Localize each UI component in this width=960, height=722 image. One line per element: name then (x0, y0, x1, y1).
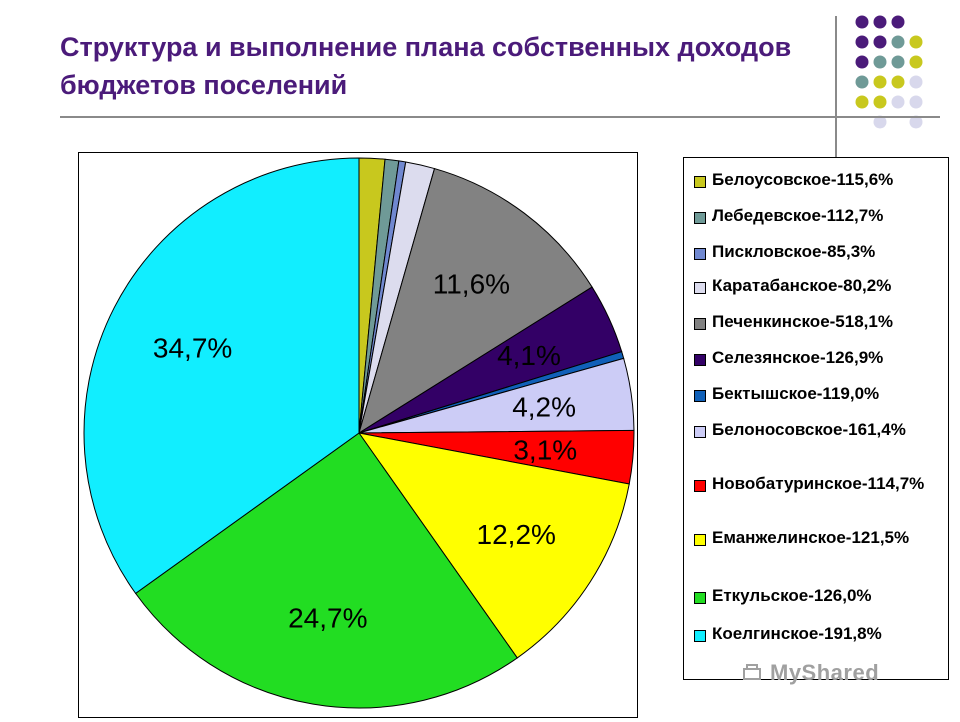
decor-dot (891, 75, 905, 89)
legend-swatch (694, 282, 706, 294)
decor-dot (909, 55, 923, 69)
pie-chart: 11,6% 4,1% 4,2% 3,1% 12,2% 24,7% 34,7% (83, 157, 635, 709)
data-label: 4,2% (512, 391, 576, 422)
decor-dot (855, 75, 869, 89)
legend-swatch (694, 630, 706, 642)
data-label: 11,6% (433, 269, 510, 300)
pie-slice (358, 167, 593, 435)
data-label: 12,2% (477, 519, 556, 550)
legend-swatch (694, 318, 706, 330)
decor-dot (873, 55, 887, 69)
legend-swatch (694, 534, 706, 546)
legend-label: Пискловское-85,3% (712, 242, 876, 261)
decor-dot (909, 35, 923, 49)
decor-dot (891, 15, 905, 29)
decor-dot (873, 95, 887, 109)
plot-area: 11,6% 4,1% 4,2% 3,1% 12,2% 24,7% 34,7% (78, 152, 638, 718)
legend-label: Коелгинское-191,8% (712, 624, 882, 643)
pie-slice (83, 157, 360, 595)
legend-swatch (694, 426, 706, 438)
decor-dot (909, 95, 923, 109)
data-label: 3,1% (513, 435, 577, 466)
legend-swatch (694, 592, 706, 604)
legend-label: Лебедевское-112,7% (712, 206, 884, 225)
legend-label: Печенкинское-518,1% (712, 312, 893, 331)
data-label: 24,7% (288, 602, 367, 633)
decor-dot (909, 115, 923, 129)
decor-dot (873, 35, 887, 49)
legend-swatch (694, 176, 706, 188)
legend-label: Белоусовское-115,6% (712, 170, 894, 189)
data-label: 34,7% (153, 333, 232, 364)
legend-label: Еманжелинское-121,5% (712, 528, 910, 547)
decor-dot (855, 95, 869, 109)
watermark-text: MyShared (770, 660, 880, 685)
legend-label: Белоносовское-161,4% (712, 420, 906, 439)
decor-dot (873, 75, 887, 89)
decor-dot (891, 55, 905, 69)
legend-label: Еткульское-126,0% (712, 586, 872, 605)
legend-label: Бектышское-119,0% (712, 384, 880, 403)
data-label: 4,1% (497, 340, 561, 371)
legend: Белоусовское-115,6% Лебедевское-112,7% Пис… (683, 157, 949, 680)
legend-swatch (694, 354, 706, 366)
legend-swatch (694, 248, 706, 260)
legend-swatch (694, 390, 706, 402)
watermark-icon (743, 664, 761, 680)
pie-slice (357, 432, 630, 659)
legend-label: Новобатуринское-114,7% (712, 474, 925, 493)
legend-label: Каратабанское-80,2% (712, 276, 892, 295)
page-title: Структура и выполнение плана собственных… (60, 32, 792, 100)
decor-dot (855, 35, 869, 49)
legend-swatch (694, 212, 706, 224)
decor-dot (855, 55, 869, 69)
legend-label: Селезянское-126,9% (712, 348, 884, 367)
legend-swatch (694, 480, 706, 492)
decor-dot (855, 15, 869, 29)
divider-vertical (835, 16, 837, 160)
decor-dot (873, 115, 887, 129)
divider-horizontal (60, 116, 940, 118)
pie-slice (134, 432, 518, 709)
decorative-dots (855, 15, 923, 129)
decor-dot (891, 95, 905, 109)
decor-dot (873, 15, 887, 29)
decor-dot (891, 35, 905, 49)
decor-dot (909, 75, 923, 89)
